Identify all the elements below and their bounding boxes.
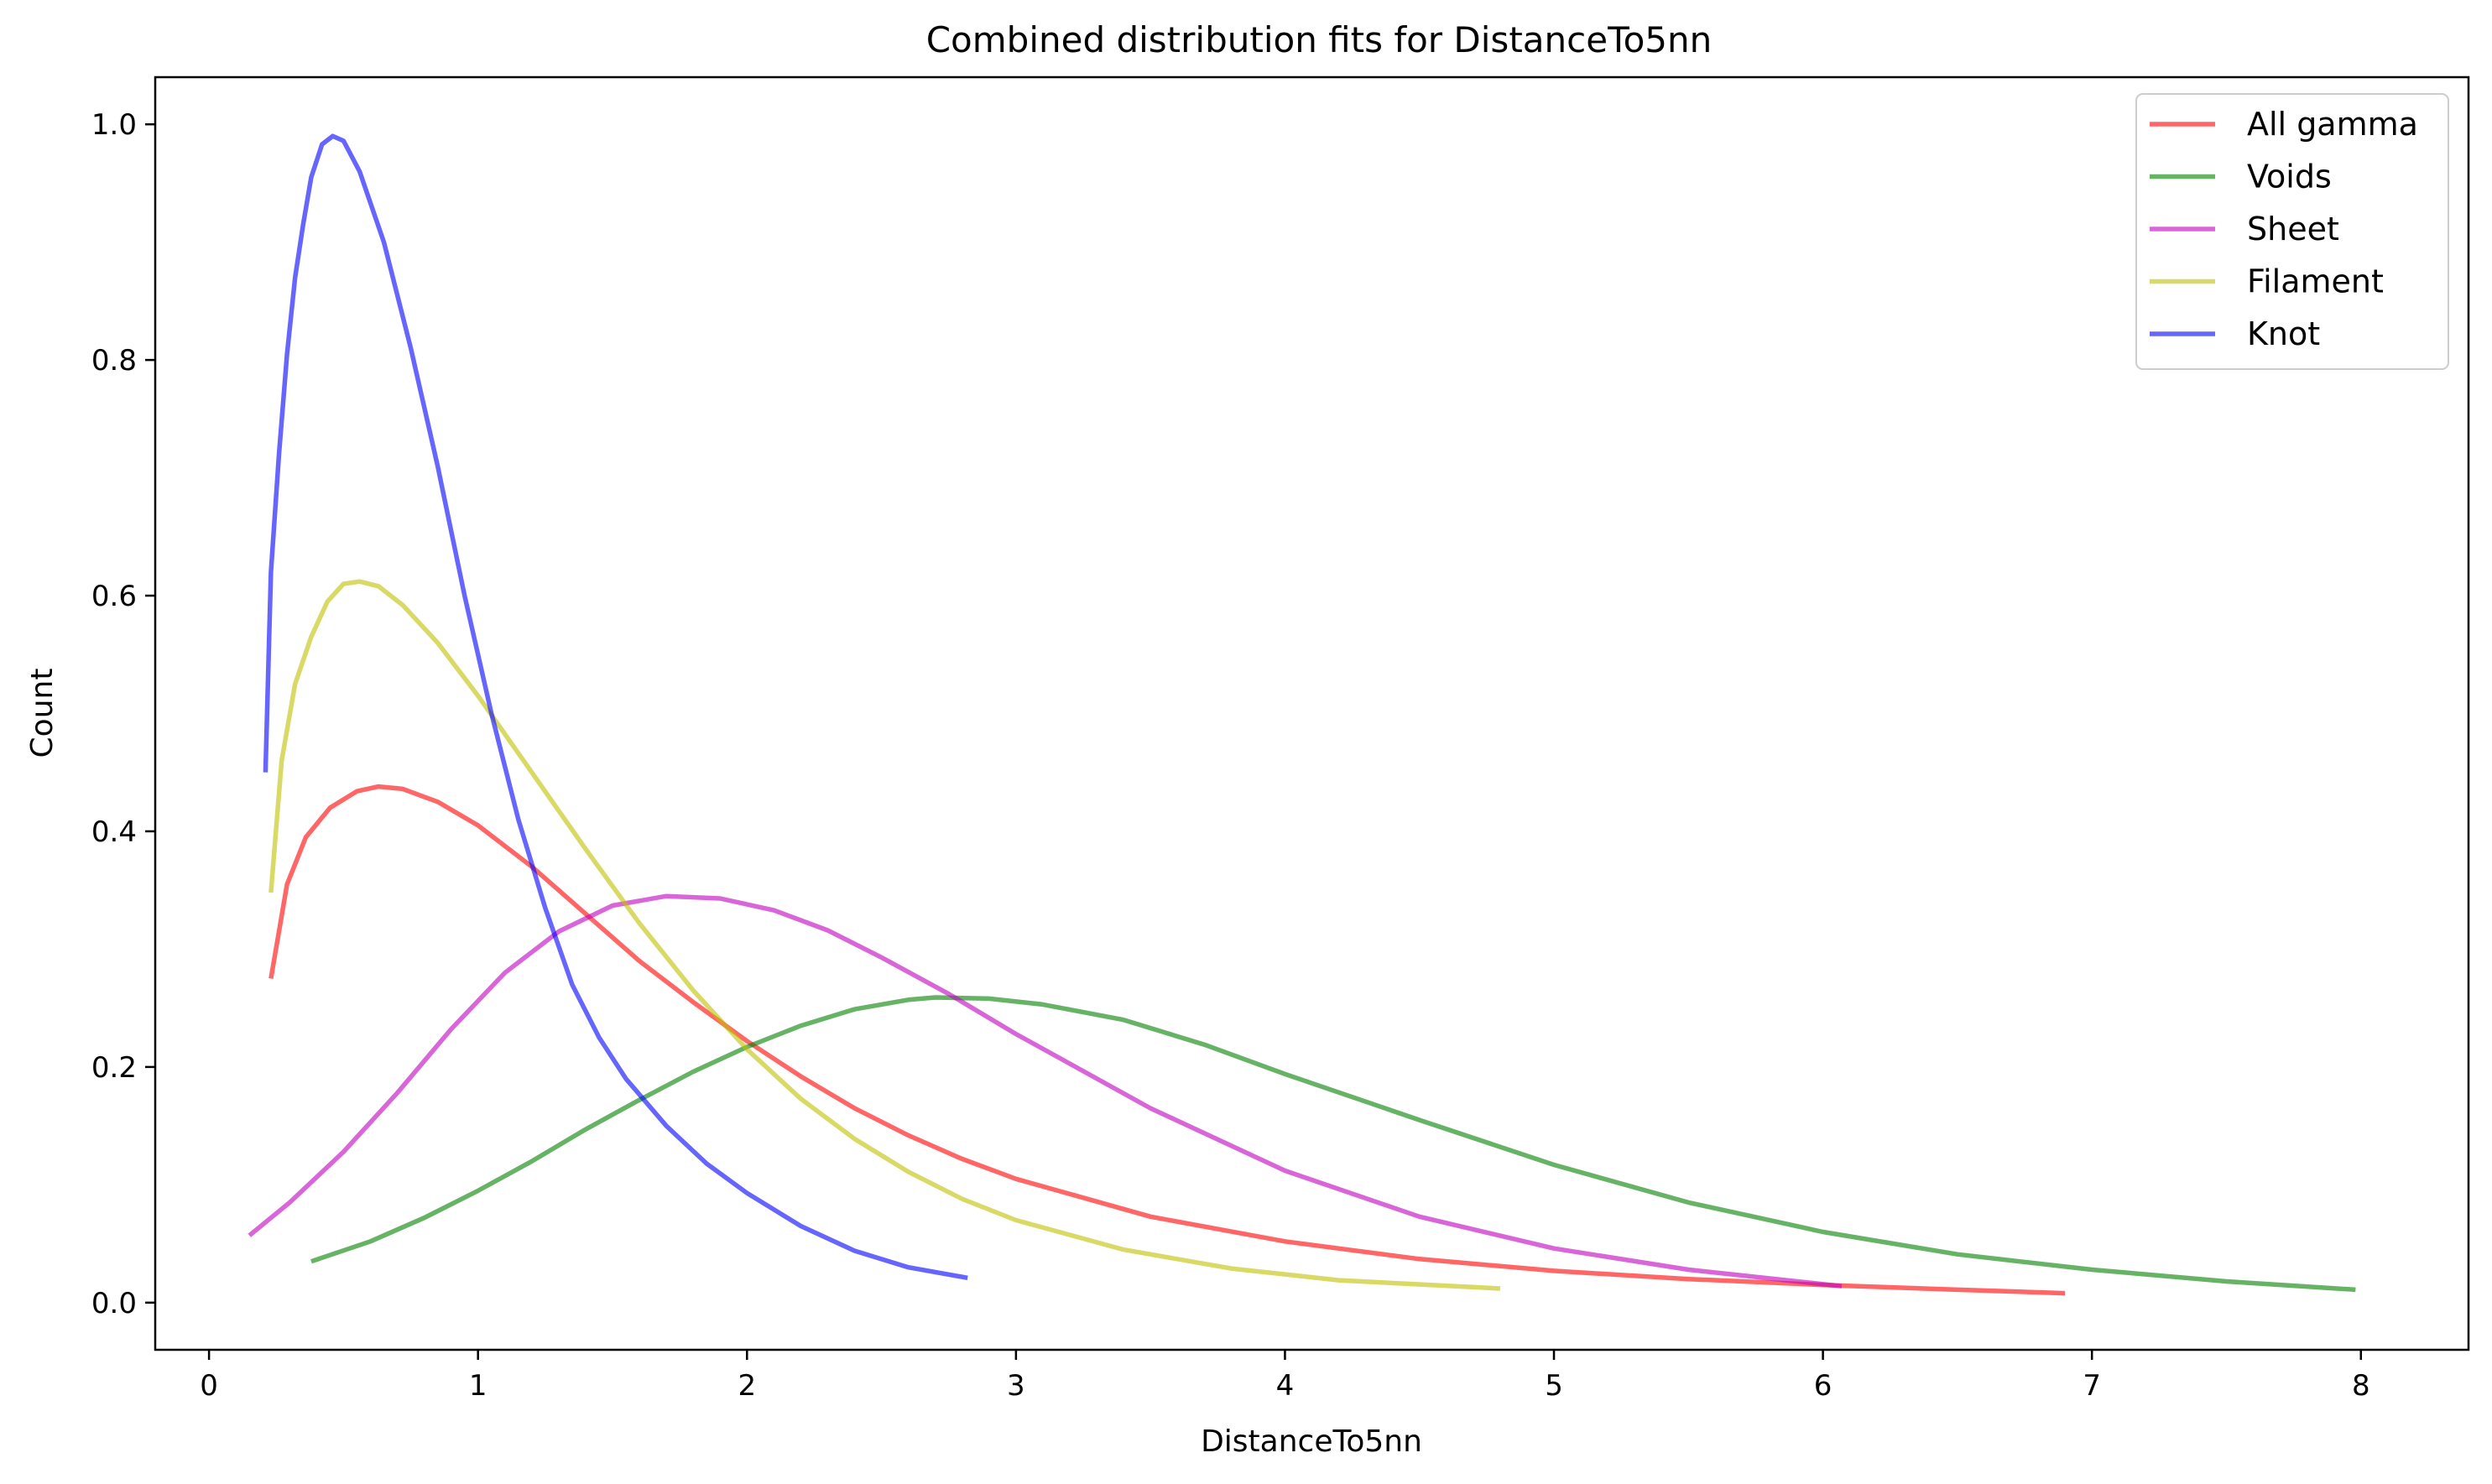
x-tick-label: 8 [2352,1369,2370,1403]
series-line-filament [268,579,1501,1291]
y-tick-label: 0.4 [91,815,137,849]
legend-label-all-gamma: All gamma [2247,106,2418,143]
x-tick-label: 6 [1814,1369,1833,1403]
y-tick-label: 0.2 [91,1051,137,1085]
x-tick-label: 4 [1276,1369,1295,1403]
y-axis-label: Count [25,669,60,758]
y-tick-label: 0.0 [91,1287,137,1320]
legend-label-knot: Knot [2247,315,2320,352]
series-line-all-gamma [268,784,2066,1296]
legend-label-voids: Voids [2247,159,2332,195]
legend-label-sheet: Sheet [2247,211,2339,247]
plot-area [154,76,2470,1351]
x-axis-label: DistanceTo5nn [1201,1424,1422,1459]
x-tick-label: 5 [1545,1369,1563,1403]
x-tick-label: 3 [1007,1369,1025,1403]
series-line-knot [263,133,968,1281]
x-tick-label: 0 [200,1369,218,1403]
x-tick-label: 2 [738,1369,756,1403]
legend-label-filament: Filament [2247,263,2384,300]
y-tick-label: 0.6 [91,580,137,613]
y-axis: 0.0 0.2 0.4 0.6 0.8 1.0 [91,108,155,1320]
legend: All gamma Voids Sheet Filament Knot [2135,93,2449,370]
series-line-voids [310,995,2356,1293]
y-tick-label: 1.0 [91,108,137,142]
legend-frame [2135,93,2449,370]
chart-title: Combined distribution fits for DistanceT… [926,19,1713,60]
series-lines [248,133,2356,1296]
y-tick-label: 0.8 [91,344,137,378]
x-tick-label: 1 [469,1369,487,1403]
x-tick-label: 7 [2083,1369,2101,1403]
series-line-sheet [248,893,1843,1289]
x-axis: 0 1 2 3 4 5 6 7 8 [200,1350,2370,1403]
